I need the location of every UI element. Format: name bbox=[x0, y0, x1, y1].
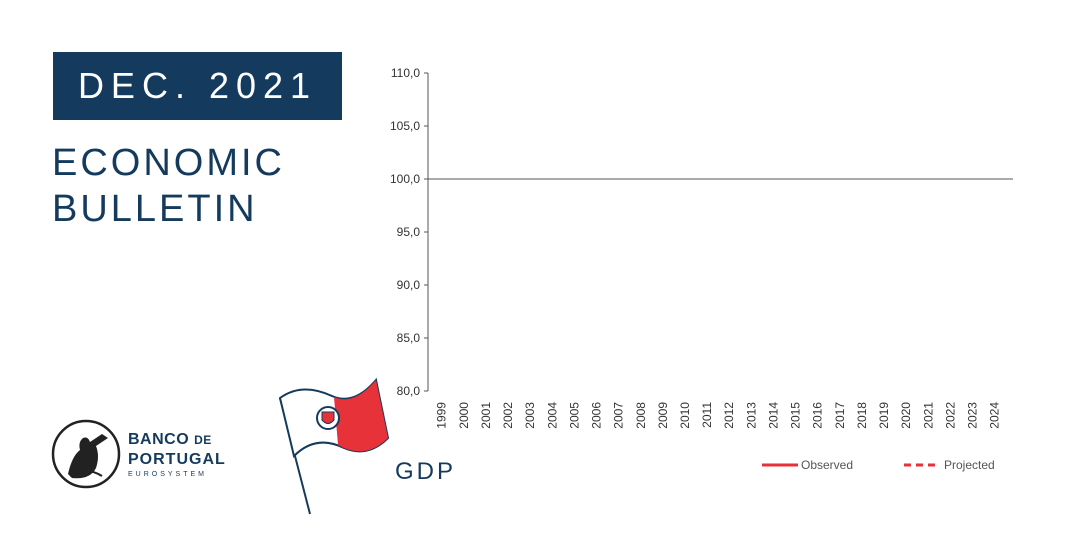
x-tick-label: 2008 bbox=[634, 402, 648, 429]
x-tick-label: 2015 bbox=[789, 402, 803, 429]
x-tick-label: 2017 bbox=[833, 402, 847, 429]
x-tick-label: 2003 bbox=[523, 402, 537, 429]
x-tick-label: 2002 bbox=[501, 402, 515, 429]
x-axis: 1999 2000 2001 2002 2003 2004 2005 2006 2007 2008… bbox=[435, 402, 1002, 429]
x-tick-label: 2018 bbox=[855, 402, 869, 429]
x-tick-label: 2014 bbox=[766, 402, 780, 429]
x-tick-label: 2022 bbox=[943, 402, 957, 429]
x-tick-label: 2000 bbox=[457, 402, 471, 429]
x-tick-label: 1999 bbox=[435, 402, 449, 429]
banco-de-portugal-logo-icon bbox=[51, 419, 121, 489]
y-tick-label: 110,0 bbox=[391, 66, 420, 80]
logo-wordmark: BANCO DE PORTUGAL EUROSYSTEM bbox=[128, 430, 226, 481]
flag-icon bbox=[278, 377, 390, 515]
logo-name-line-1: BANCO bbox=[128, 431, 190, 448]
x-tick-label: 2007 bbox=[612, 402, 626, 429]
legend-projected-label: Projected bbox=[944, 458, 995, 472]
x-tick-label: 2006 bbox=[590, 402, 604, 429]
indicator-label: GDP bbox=[395, 458, 457, 485]
y-tick-label: 80,0 bbox=[397, 384, 421, 398]
chart-legend: Observed Projected bbox=[762, 458, 995, 472]
x-tick-label: 2019 bbox=[877, 402, 891, 429]
x-tick-label: 2021 bbox=[921, 402, 935, 429]
title-line-1: ECONOMIC bbox=[52, 142, 285, 184]
title-line-2: BULLETIN bbox=[52, 188, 258, 230]
logo-name-line-3: EUROSYSTEM bbox=[128, 471, 208, 478]
x-tick-label: 2005 bbox=[567, 402, 581, 429]
date-label: DEC. 2021 bbox=[77, 65, 318, 106]
x-tick-label: 2011 bbox=[700, 402, 714, 428]
date-banner: DEC. 2021 bbox=[53, 52, 342, 120]
y-axis: 80,0 85,0 90,0 95,0 100,0 105,0 110,0 bbox=[390, 66, 429, 398]
x-tick-label: 2024 bbox=[988, 402, 1002, 429]
x-tick-label: 2023 bbox=[966, 402, 980, 429]
x-tick-label: 2016 bbox=[811, 402, 825, 429]
y-tick-label: 100,0 bbox=[390, 172, 420, 186]
y-tick-label: 90,0 bbox=[397, 278, 421, 292]
x-tick-label: 2020 bbox=[899, 402, 913, 429]
legend-observed-label: Observed bbox=[801, 458, 853, 472]
y-tick-label: 85,0 bbox=[397, 331, 421, 345]
x-tick-label: 2001 bbox=[479, 402, 493, 429]
x-tick-label: 2004 bbox=[545, 402, 559, 429]
x-tick-label: 2009 bbox=[656, 402, 670, 429]
x-tick-label: 2013 bbox=[744, 402, 758, 429]
y-tick-label: 105,0 bbox=[390, 119, 420, 133]
x-tick-label: 2010 bbox=[678, 402, 692, 429]
logo-name-line-2: PORTUGAL bbox=[128, 451, 226, 468]
publication-title: ECONOMIC BULLETIN bbox=[52, 140, 285, 232]
x-tick-label: 2012 bbox=[722, 402, 736, 429]
y-tick-label: 95,0 bbox=[397, 225, 421, 239]
logo-name-line-1-small: DE bbox=[194, 433, 212, 447]
